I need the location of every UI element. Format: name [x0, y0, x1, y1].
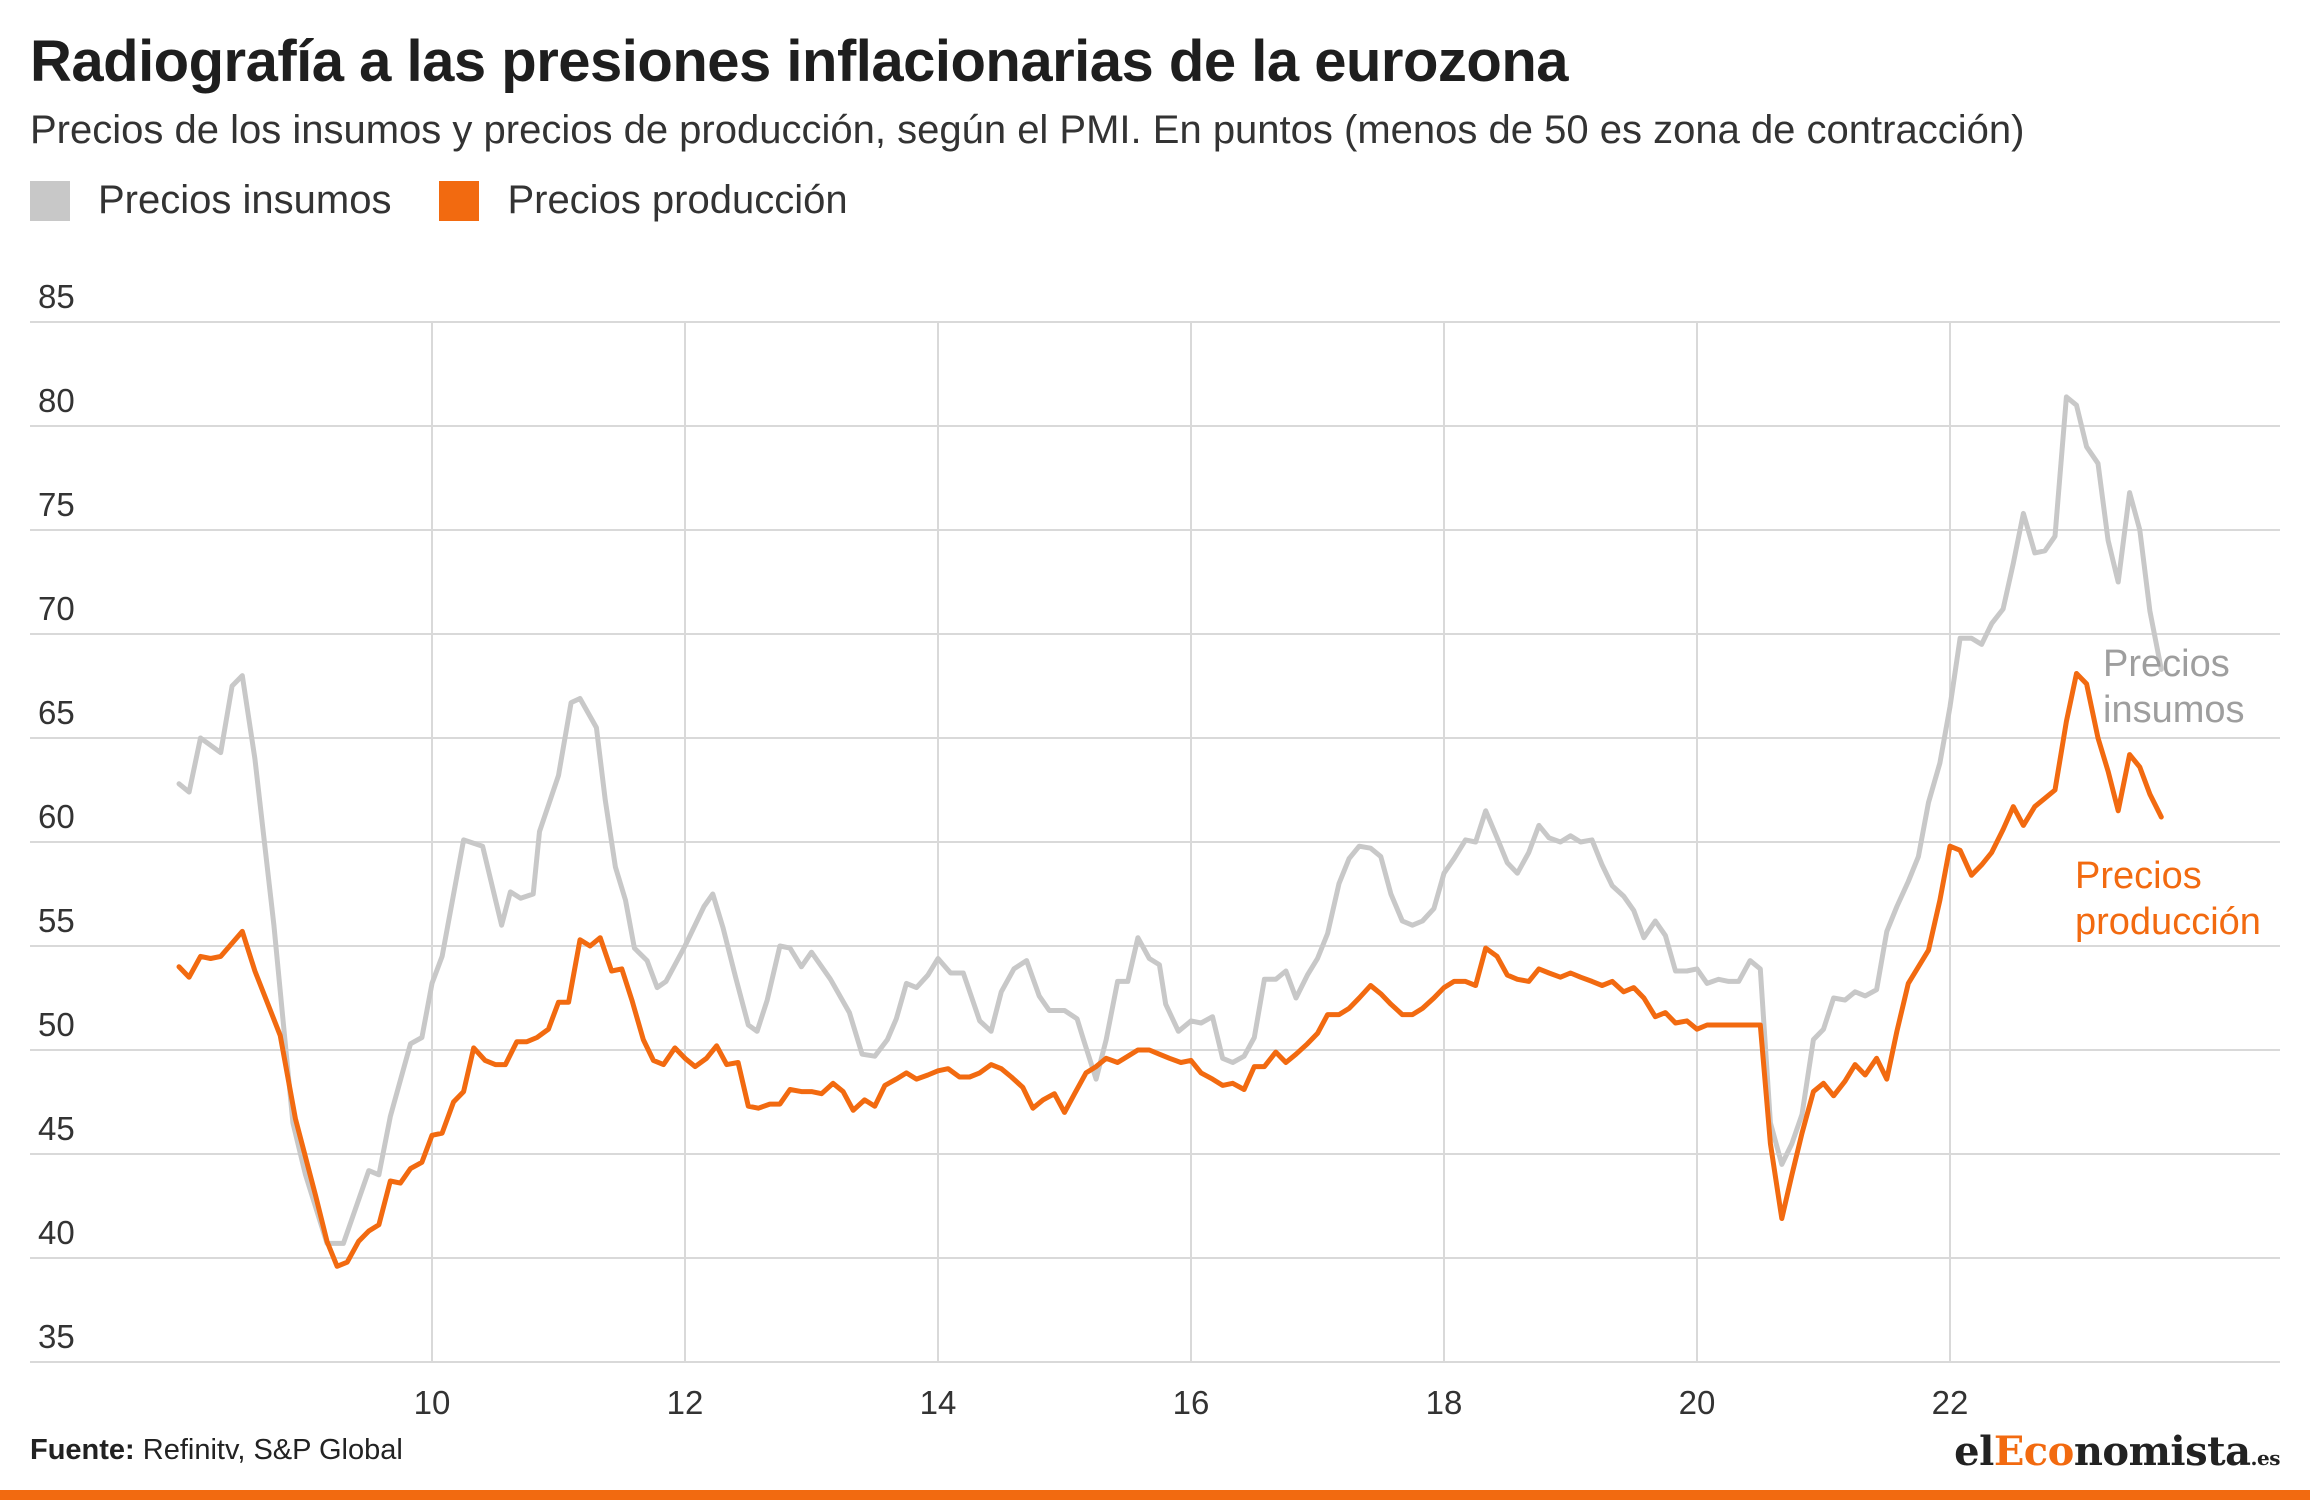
bottom-accent-bar: [0, 1490, 2310, 1500]
series-line-precios-insumos: [176, 394, 2164, 1246]
end-label-insumos-line-1: Precios: [2103, 643, 2230, 685]
x-tick-label-12: 12: [667, 1384, 704, 1420]
source-text: Refinitv, S&P Global: [142, 1434, 403, 1466]
end-label-produccion-line-1: Precios: [2075, 855, 2202, 897]
x-tick-label-14: 14: [920, 1384, 957, 1420]
legend-label-insumos: Precios insumos: [98, 178, 392, 222]
legend: Precios insumos Precios producción: [30, 178, 896, 223]
source-label: Fuente:: [30, 1434, 135, 1466]
y-tick-label-50: 50: [38, 1006, 75, 1043]
y-tick-label-85: 85: [38, 278, 75, 315]
y-tick-label-45: 45: [38, 1110, 75, 1147]
chart-title: Radiografía a las presiones inflacionari…: [30, 29, 1569, 94]
x-tick-label-22: 22: [1932, 1384, 1969, 1420]
x-tick-label-16: 16: [1173, 1384, 1210, 1420]
x-tick-label-10: 10: [414, 1384, 451, 1420]
legend-item-produccion: Precios producción: [439, 178, 848, 223]
legend-label-produccion: Precios producción: [507, 178, 848, 222]
end-label-produccion-line-2: producción: [2075, 901, 2261, 943]
legend-swatch-produccion: [439, 180, 480, 221]
y-tick-label-75: 75: [38, 486, 75, 523]
y-tick-label-80: 80: [38, 382, 75, 419]
line-chart: 35 40 45 50 55 60 65 70 75 80 85 10 12 14 16 18 20 22 Prec…: [30, 278, 2280, 1420]
y-tick-label-35: 35: [38, 1318, 75, 1355]
x-tick-label-18: 18: [1426, 1384, 1463, 1420]
y-tick-label-40: 40: [38, 1214, 75, 1251]
y-tick-label-55: 55: [38, 902, 75, 939]
y-tick-label-70: 70: [38, 590, 75, 627]
source-note: Fuente: Refinitv, S&P Global: [30, 1434, 403, 1467]
chart-subtitle: Precios de los insumos y precios de prod…: [30, 108, 2025, 152]
legend-swatch-insumos: [30, 180, 70, 221]
brand-logo: elEconomista.es: [1954, 1428, 2280, 1475]
legend-item-insumos: Precios insumos: [30, 178, 391, 223]
y-tick-label-65: 65: [38, 694, 75, 731]
series-line-precios-produccion: [176, 671, 2164, 1269]
end-label-insumos-line-2: insumos: [2103, 689, 2245, 731]
x-tick-label-20: 20: [1679, 1384, 1716, 1420]
y-tick-label-60: 60: [38, 798, 75, 835]
